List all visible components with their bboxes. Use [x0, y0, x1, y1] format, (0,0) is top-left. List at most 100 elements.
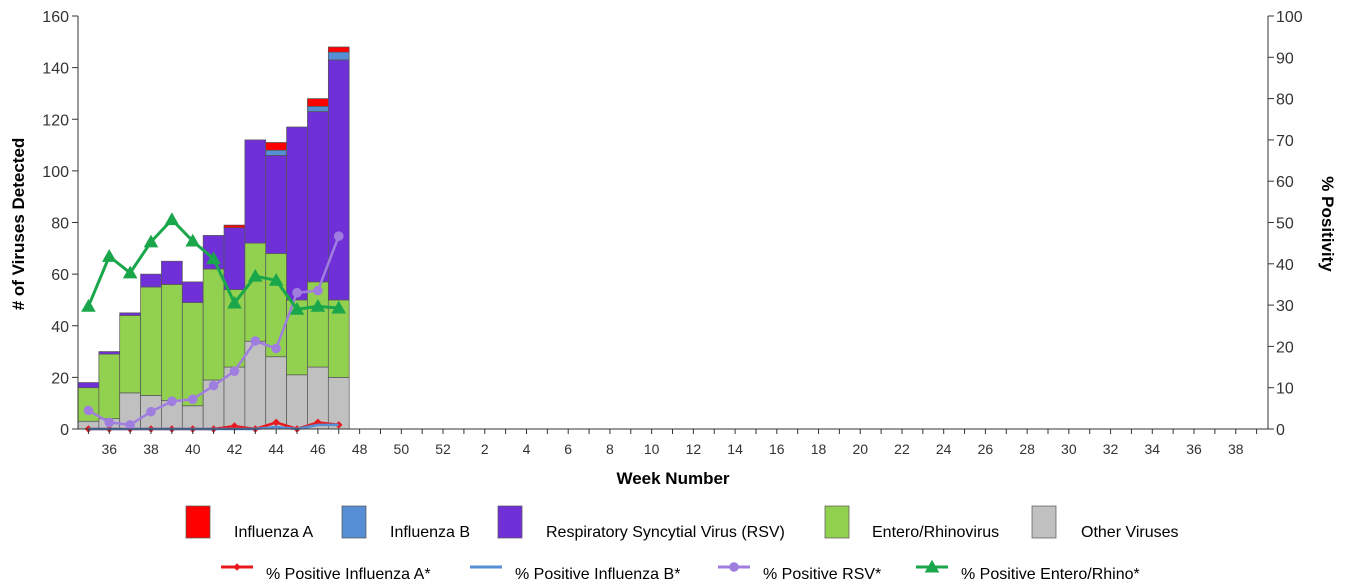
y-left-tick-label: 80: [51, 216, 69, 233]
series-point: [289, 301, 305, 315]
y-left-tick-label: 20: [51, 370, 69, 387]
y-right-tick-label: 80: [1276, 92, 1294, 109]
series-point: [331, 300, 347, 314]
legend-bar-label: Entero/Rhinovirus: [872, 524, 999, 541]
x-tick-label: 26: [978, 441, 994, 457]
bar-segment: [77, 387, 100, 422]
series-point: [250, 336, 261, 346]
y-left-tick-label: 0: [60, 422, 69, 439]
y-left-tick-label: 100: [42, 164, 69, 181]
bar-segment: [327, 51, 350, 61]
bar-segment: [244, 139, 267, 244]
series-point: [268, 273, 284, 286]
bar-segment: [140, 273, 162, 288]
series-point: [185, 233, 201, 247]
bar-segment: [265, 149, 287, 156]
bar-segment: [327, 59, 350, 301]
y-left-axis-title: # of Viruses Detected: [9, 138, 28, 311]
series-point: [104, 417, 115, 428]
y-right-tick-label: 60: [1276, 174, 1294, 191]
y-left-tick-label: 140: [42, 61, 69, 78]
bar-segment: [327, 46, 350, 53]
bar-segment: [202, 268, 225, 381]
legend-line-label: % Positive Influenza B*: [515, 566, 680, 583]
legend-line-marker: [729, 562, 739, 572]
bar-segment: [223, 227, 246, 290]
series-point: [313, 285, 323, 296]
y-left-tick-label: 60: [51, 267, 69, 284]
series-point: [187, 394, 198, 405]
y-right-axis-title: % Positivity: [1318, 176, 1337, 272]
series-point: [230, 422, 239, 430]
x-tick-label: 38: [143, 441, 159, 457]
x-tick-label: 14: [727, 441, 743, 457]
series-point: [164, 212, 180, 226]
plot-area: [77, 46, 350, 433]
x-tick-label: 34: [1145, 441, 1161, 457]
x-tick-label: 18: [811, 441, 827, 457]
x-tick-label: 22: [894, 441, 910, 457]
y-right-tick-label: 20: [1276, 339, 1294, 356]
legend-bar-swatch: [497, 505, 523, 539]
series-point: [167, 396, 177, 407]
y-right-tick-label: 10: [1276, 381, 1294, 398]
x-tick-label: 16: [769, 441, 785, 457]
legend-bar-label: Influenza A: [234, 524, 314, 541]
series-point: [310, 299, 326, 312]
bar-segment: [307, 105, 329, 112]
axes: 0 20 40 60 80 100 120 140 160 0 10 20 30 40 50 60 70 80 90…: [42, 9, 1303, 457]
series-point: [208, 380, 219, 391]
legend-bar-swatch: [824, 505, 850, 539]
legend-line-marker: [924, 559, 940, 573]
bar-segment: [161, 284, 183, 401]
x-tick-label: 46: [310, 441, 326, 457]
series-point: [125, 420, 135, 430]
series-point: [292, 287, 302, 298]
x-tick-label: 28: [1019, 441, 1035, 457]
legend-bar-swatch: [185, 505, 211, 539]
y-right-tick-label: 30: [1276, 298, 1294, 315]
legend-bar-swatch: [341, 505, 367, 539]
x-tick-label: 38: [1228, 441, 1244, 457]
legend: Influenza A Influenza B Respiratory Syncyt…: [185, 505, 1179, 583]
x-tick-label: 2: [481, 441, 489, 457]
series-point: [122, 265, 138, 279]
y-left-tick-label: 40: [51, 319, 69, 336]
bar-segment: [181, 302, 204, 407]
x-tick-label: 36: [1186, 441, 1202, 457]
bar-segment: [77, 382, 100, 389]
bar-segment: [223, 224, 246, 229]
y-right-tick-label: 40: [1276, 257, 1294, 274]
bar-segment: [119, 315, 141, 394]
series-point: [333, 231, 344, 241]
x-tick-label: 10: [644, 441, 660, 457]
x-tick-label: 44: [268, 441, 284, 457]
bar-segment: [265, 253, 287, 358]
legend-bar-label: Influenza B: [390, 524, 470, 541]
legend-bar-swatch: [1031, 505, 1057, 539]
x-tick-label: 12: [686, 441, 702, 457]
y-right-tick-label: 0: [1276, 422, 1285, 439]
bar-segment: [286, 126, 308, 301]
x-tick-label: 52: [435, 441, 451, 457]
series-point: [272, 418, 280, 427]
y-right-tick-label: 50: [1276, 216, 1294, 233]
series-point: [227, 295, 242, 309]
y-right-tick-label: 70: [1276, 133, 1294, 150]
x-tick-label: 40: [185, 441, 201, 457]
series-point: [81, 299, 96, 312]
y-right-tick-label: 100: [1276, 9, 1303, 26]
legend-line-label: % Positive Entero/Rhino*: [961, 566, 1140, 583]
legend-bar-label: Other Viruses: [1081, 524, 1179, 541]
series-point: [206, 251, 221, 265]
bar-segment: [286, 374, 308, 430]
x-tick-label: 42: [227, 441, 243, 457]
x-tick-label: 8: [606, 441, 614, 457]
bar-segment: [98, 353, 121, 420]
x-tick-label: 6: [564, 441, 572, 457]
bar-segment: [265, 356, 287, 430]
series-point: [248, 268, 263, 282]
x-tick-label: 4: [523, 441, 531, 457]
x-tick-label: 48: [352, 441, 368, 457]
